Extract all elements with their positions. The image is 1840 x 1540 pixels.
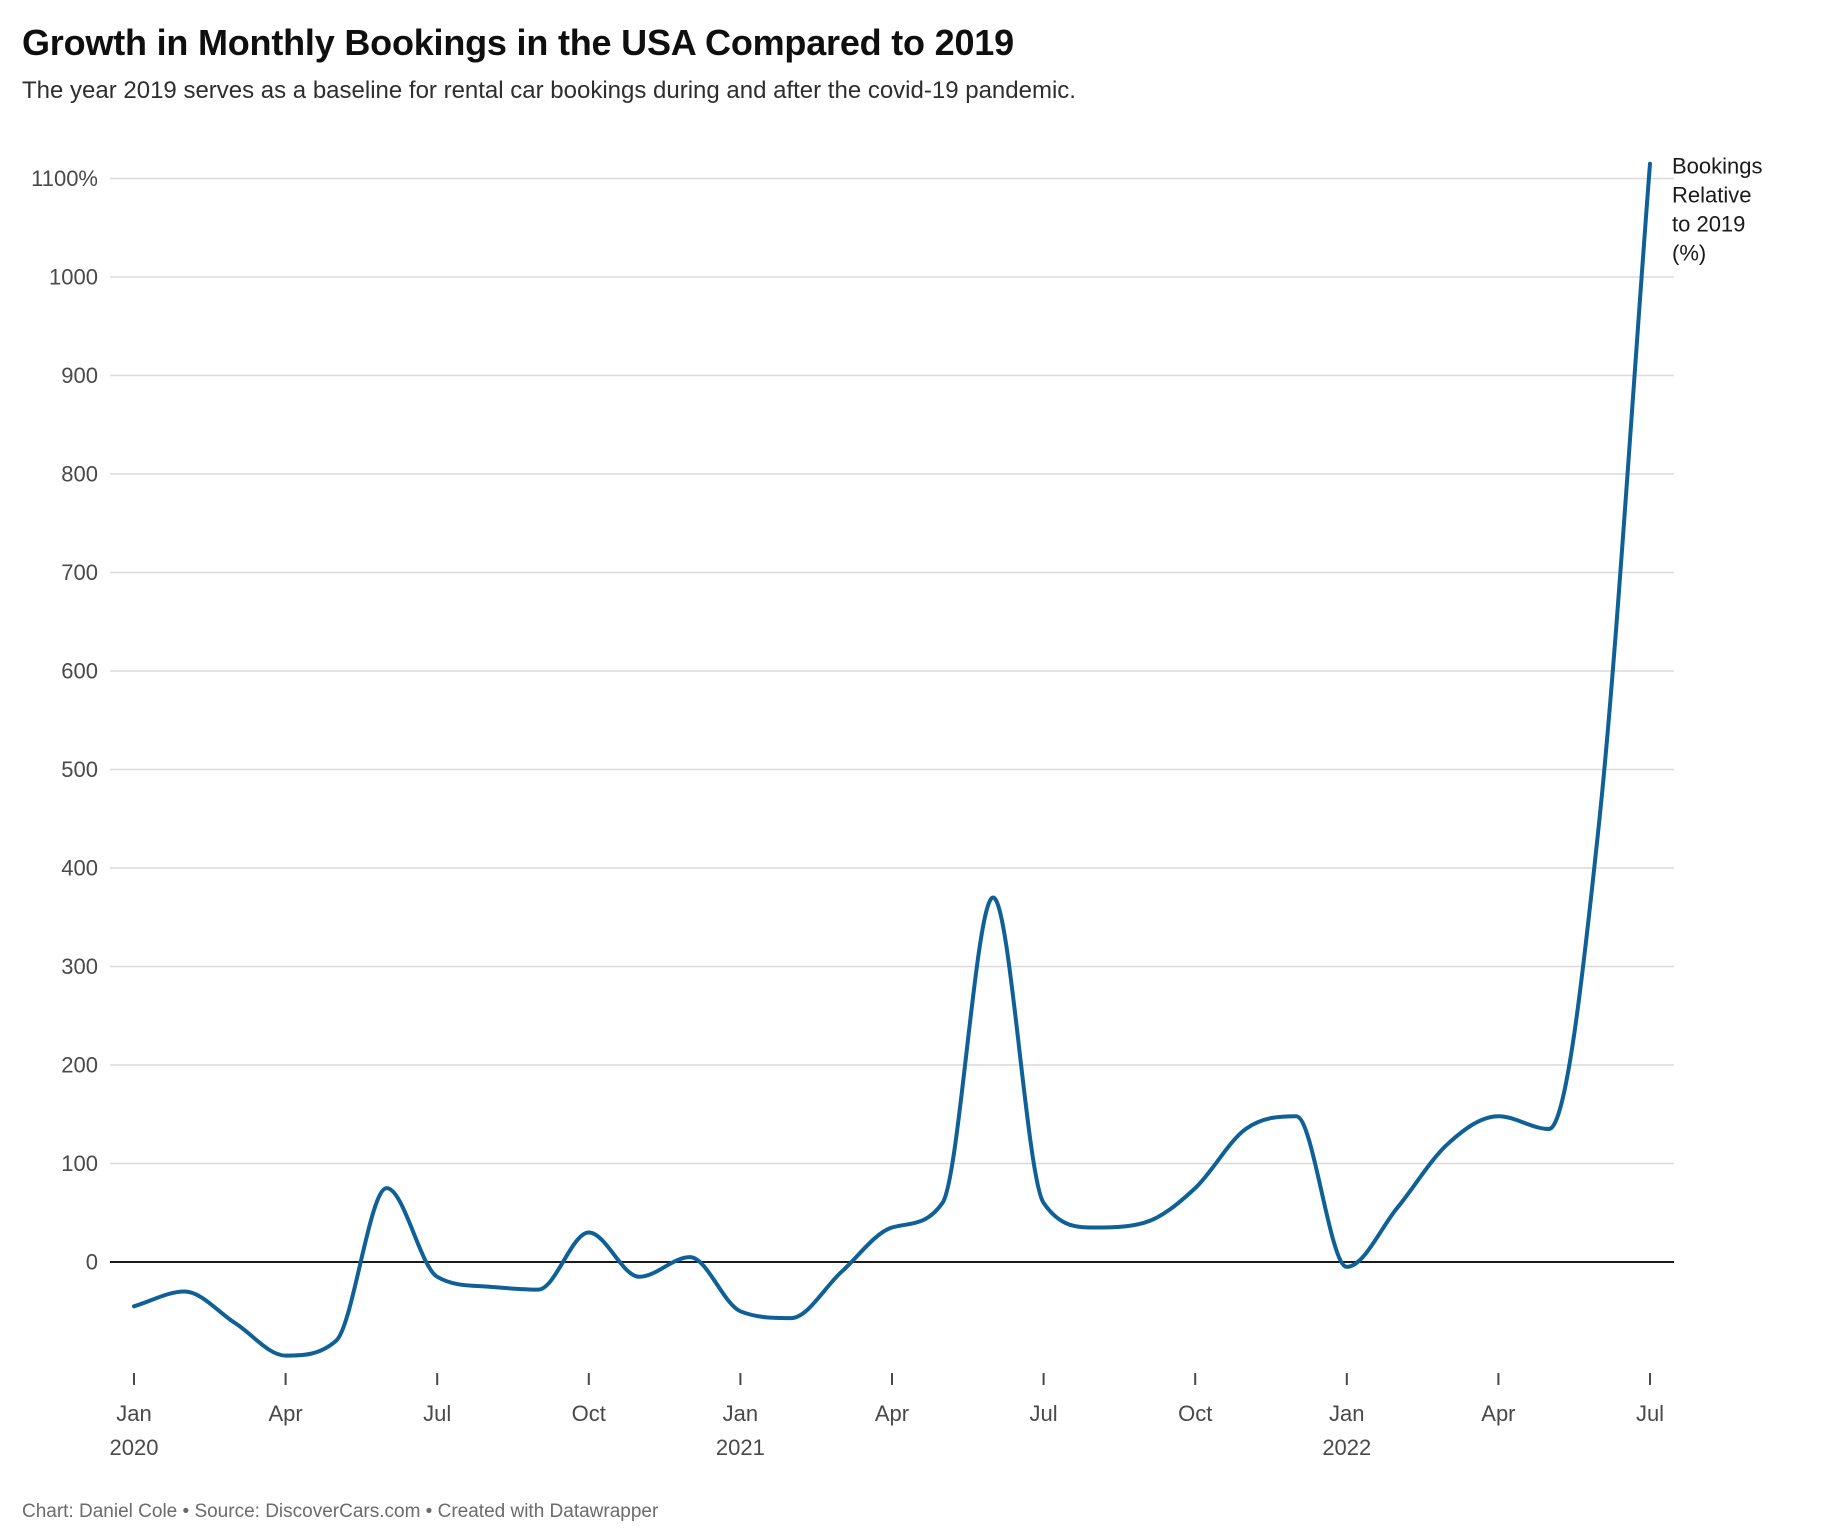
line-chart: 1100% 1000 900 800 700 600 500 400 300 200 100 0 Jan… bbox=[22, 119, 1818, 1495]
y-axis-label: 1000 bbox=[49, 264, 98, 289]
series-label: to 2019 bbox=[1672, 211, 1745, 236]
x-axis-label: Apr bbox=[1481, 1401, 1515, 1426]
y-axis-label: 500 bbox=[61, 756, 98, 781]
y-axis-label: 1100% bbox=[31, 165, 98, 190]
series-label: Bookings bbox=[1672, 153, 1763, 178]
chart-title: Growth in Monthly Bookings in the USA Co… bbox=[22, 22, 1014, 63]
y-axis-label: 800 bbox=[61, 461, 98, 486]
x-axis-label: Jan bbox=[723, 1401, 758, 1426]
line-chart-svg: 1100%10009008007006005004003002001000Jan… bbox=[31, 153, 1763, 1460]
y-axis-label: 700 bbox=[61, 559, 98, 584]
x-axis-label: Jan bbox=[116, 1401, 151, 1426]
chart-credit: Chart: Daniel Cole • Source: DiscoverCar… bbox=[22, 1500, 659, 1522]
chart-subtitle: The year 2019 serves as a baseline for r… bbox=[22, 77, 1076, 105]
chart-header: Growth in Monthly Bookings in the USA Co… bbox=[22, 22, 1818, 107]
x-axis-label: Jul bbox=[423, 1401, 451, 1426]
x-axis-year-label: 2021 bbox=[716, 1435, 765, 1460]
y-axis-label: 100 bbox=[61, 1150, 98, 1175]
x-axis-year-label: 2022 bbox=[1322, 1435, 1371, 1460]
y-axis-label: 300 bbox=[61, 953, 98, 978]
bookings-line bbox=[132, 161, 1652, 1358]
y-axis-label: 600 bbox=[61, 658, 98, 683]
series-label: (%) bbox=[1672, 240, 1706, 265]
x-axis-label: Oct bbox=[572, 1401, 606, 1426]
y-axis-label: 400 bbox=[61, 855, 98, 880]
x-axis-label: Jul bbox=[1030, 1401, 1058, 1426]
series-label: Relative bbox=[1672, 182, 1751, 207]
x-axis-year-label: 2020 bbox=[110, 1435, 159, 1460]
chart-footer: Chart: Daniel Cole • Source: DiscoverCar… bbox=[22, 1501, 1818, 1523]
y-axis-label: 900 bbox=[61, 362, 98, 387]
x-axis-label: Jan bbox=[1329, 1401, 1364, 1426]
x-axis-label: Jul bbox=[1636, 1401, 1664, 1426]
y-axis-label: 200 bbox=[61, 1052, 98, 1077]
x-axis-label: Oct bbox=[1178, 1401, 1212, 1426]
y-axis-label: 0 bbox=[86, 1249, 98, 1274]
x-axis-label: Apr bbox=[268, 1401, 302, 1426]
x-axis-label: Apr bbox=[875, 1401, 909, 1426]
